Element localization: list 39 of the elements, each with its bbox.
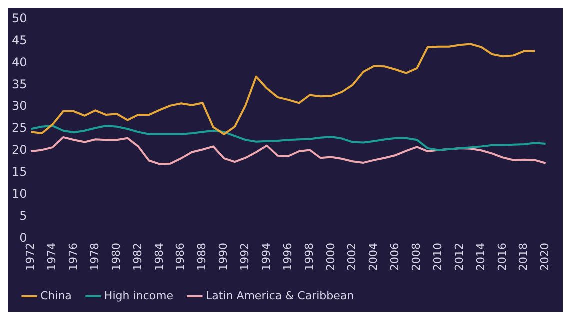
y-tick-label: 40 (12, 55, 28, 70)
x-tick-label: 1976 (67, 243, 80, 272)
y-tick-label: 30 (12, 99, 28, 114)
x-tick-label: 1996 (281, 243, 294, 272)
y-tick-label: 20 (12, 143, 28, 158)
x-tick-label: 2012 (452, 243, 466, 272)
y-tick-label: 35 (12, 77, 28, 92)
x-tick-label: 1982 (131, 243, 144, 272)
legend-label: China (40, 289, 72, 302)
x-tick-label: 1978 (88, 243, 102, 272)
x-tick-label: 2008 (410, 243, 424, 272)
x-tick-label: 1994 (260, 243, 273, 272)
x-tick-label: 1998 (302, 243, 316, 272)
y-tick-label: 25 (12, 121, 28, 136)
x-tick-label: 1990 (217, 243, 230, 272)
legend-label: High income (104, 289, 174, 302)
x-tick-label: 1992 (238, 243, 252, 272)
x-tick-label: 2006 (388, 243, 402, 272)
y-tick-label: 45 (12, 33, 28, 48)
x-tick-label: 1986 (174, 243, 188, 272)
x-tick-label: 1984 (152, 243, 166, 272)
y-tick-label: 5 (20, 209, 28, 224)
x-tick-label: 2002 (346, 243, 359, 272)
y-tick-label: 50 (12, 11, 28, 26)
x-tick-label: 2004 (367, 243, 380, 272)
x-tick-label: 2016 (496, 243, 509, 272)
x-tick-label: 2018 (517, 243, 530, 272)
y-tick-label: 0 (20, 231, 28, 246)
x-tick-label: 2010 (431, 243, 444, 272)
x-tick-label: 1980 (110, 243, 123, 272)
x-tick-label: 1972 (24, 243, 38, 272)
y-tick-label: 10 (12, 187, 28, 202)
x-tick-label: 2000 (324, 243, 338, 272)
x-tick-label: 2014 (474, 243, 488, 272)
y-tick-label: 15 (12, 165, 28, 180)
x-tick-label: 1974 (46, 243, 59, 272)
x-tick-label: 1988 (196, 243, 209, 272)
legend-label: Latin America & Caribbean (206, 289, 354, 302)
x-tick-label: 2020 (538, 243, 552, 272)
